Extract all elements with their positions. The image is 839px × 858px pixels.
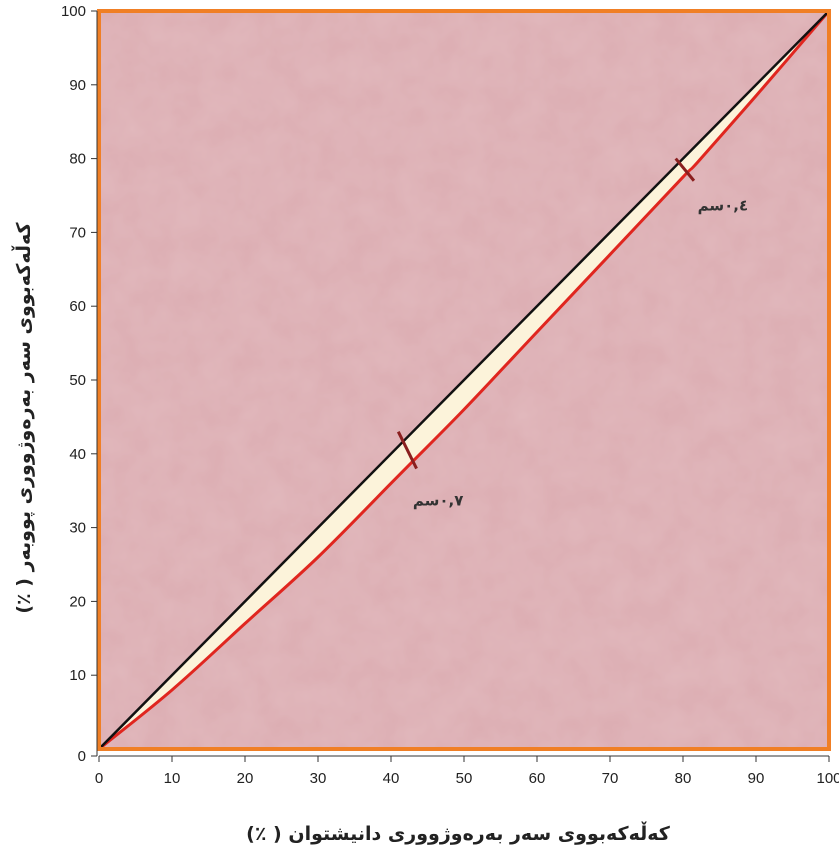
x-tick-label: 20 [237,770,254,787]
annotation-markers [396,157,696,470]
x-tick-label: 50 [456,770,473,787]
y-tick-label: 90 [69,77,86,94]
x-tick-label: 40 [383,770,400,787]
x-tick-label: 90 [748,770,765,787]
x-tick-label: 70 [602,770,619,787]
annotation-labels: ٠,٧سم ٠,٤سم [413,196,748,509]
y-axis-ticks: 0 10 20 30 40 50 60 70 80 90 100 [61,3,97,765]
gap-marker-0 [396,430,418,470]
y-tick-label: 80 [69,151,86,168]
series-layer [98,10,831,751]
series-line-curve [98,10,831,751]
x-axis-title: کەڵەکەبووی سەر بەرەوژووری دانیشتوان ( ٪) [246,821,671,845]
x-tick-label: 0 [95,770,103,787]
x-tick-label: 30 [310,770,327,787]
annotation-label-0: ٠,٧سم [413,491,464,509]
y-tick-label: 30 [69,520,86,537]
x-tick-label: 80 [675,770,692,787]
x-tick-label: 60 [529,770,546,787]
y-tick-label: 50 [69,372,86,389]
annotation-label-1: ٠,٤سم [698,196,749,214]
x-tick-label: 100 [816,770,839,787]
y-tick-label: 0 [78,748,86,765]
y-tick-label: 10 [69,667,86,684]
x-tick-label: 10 [164,770,181,787]
x-axis-ticks: 0 10 20 30 40 50 60 70 80 90 100 [95,756,839,787]
y-tick-label: 40 [69,446,86,463]
plot-area [97,9,831,751]
y-tick-label: 60 [69,298,86,315]
gap-marker-1 [674,157,696,182]
y-tick-label: 100 [61,3,86,20]
y-tick-label: 70 [69,224,86,241]
plot-border [97,9,831,751]
series-line-equality [98,10,830,750]
y-axis-title: کەڵەکەبووی سەر بەرەوژووری پووبەر ( ٪) [11,221,35,613]
y-tick-label: 20 [69,593,86,610]
